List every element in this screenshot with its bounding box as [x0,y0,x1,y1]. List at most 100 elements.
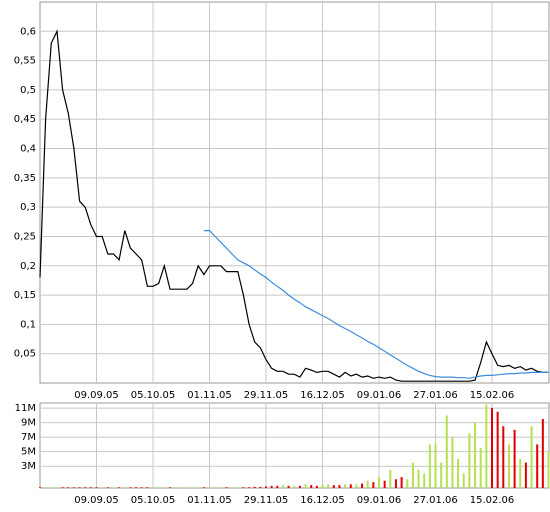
volume-bar [208,487,211,488]
volume-bar [536,444,539,488]
volume-bar [123,487,126,488]
y-tick-label: 9M [21,418,36,429]
volume-bar [479,448,482,488]
volume-bar [265,486,267,488]
x-tick-label: 16.12.05 [300,495,345,506]
volume-bar [135,487,138,488]
volume-bar [180,487,183,488]
volume-bar [106,487,109,488]
volume-bar [411,462,414,488]
volume-bar [78,487,81,488]
volume-bar [157,487,160,488]
x-tick-label: 16.12.05 [300,390,345,401]
volume-bar [389,469,392,488]
volume-bar [298,485,301,488]
volume-bar [457,458,460,488]
volume-bar [524,462,527,488]
volume-bar [95,487,98,488]
volume-bar [293,485,296,488]
volume-bar [174,487,177,488]
volume-bar [236,487,239,488]
x-tick-label: 29.11.05 [244,390,289,401]
volume-bar [491,408,493,488]
volume-bar [270,485,273,488]
volume-bar [361,483,364,488]
x-tick-label: 09.09.05 [74,495,119,506]
y-tick-label: 0,6 [20,26,36,37]
y-tick-label: 0,5 [20,85,36,96]
y-tick-label: 0,25 [14,231,36,242]
volume-bar [129,487,132,488]
x-tick-label: 05.10.05 [131,390,176,401]
volume-bar [378,477,380,488]
volume-bar [440,462,443,488]
price-line [39,29,549,382]
volume-bar [321,485,324,488]
volume-bar [332,485,335,488]
volume-bar [485,404,488,488]
volume-bar [462,473,465,488]
volume-bar [287,485,290,488]
y-tick-label: 0,45 [14,114,36,125]
y-tick-label: 0,1 [20,319,36,330]
y-tick-label: 0,05 [14,349,36,360]
x-tick-label: 29.11.05 [244,495,289,506]
volume-bar [253,486,256,488]
volume-bar [197,487,200,488]
volume-bar [406,479,409,488]
volume-bar [61,487,64,488]
volume-bar [140,487,143,488]
volume-bar [231,487,234,488]
volume-bar [428,444,431,488]
volume-bar [541,418,544,488]
volume-bar [496,411,499,488]
y-tick-label: 5M [21,447,36,458]
volume-bar [214,487,217,488]
volume-bar [118,487,121,488]
x-tick-label: 01.11.05 [187,495,232,506]
volume-bar [502,426,505,488]
x-tick-label: 09.09.05 [74,390,119,401]
volume-bar [67,487,70,488]
volume-bar [315,485,318,488]
y-tick-label: 0,15 [14,290,36,301]
volume-bar [168,487,171,488]
plot-area [39,402,550,489]
price-line [203,230,549,379]
volume-bar [55,487,58,488]
volume-bar [434,444,437,488]
volume-bar [547,451,550,488]
x-tick-label: 09.01.06 [357,390,402,401]
volume-bar [248,487,251,488]
volume-bar [146,487,149,488]
volume-bar [281,485,284,488]
y-tick-label: 7M [21,432,36,443]
volume-bar [152,487,154,488]
volume-bar [349,484,352,488]
x-tick-label: 09.01.06 [357,495,402,506]
volume-bar [400,477,403,488]
y-tick-label: 3M [21,461,36,472]
volume-bar [304,484,307,488]
volume-bar [513,429,516,488]
volume-bar [507,444,510,488]
y-tick-label: 0,4 [20,144,36,155]
volume-bar [242,487,245,488]
volume-bar [327,484,330,488]
volume-bar [474,422,477,488]
volume-bar [225,487,228,488]
volume-bar [44,487,47,488]
volume-bar [163,487,166,488]
volume-bar [112,487,115,488]
volume-bar [72,487,75,488]
y-tick-label: 0,2 [20,261,36,272]
y-tick-label: 0,55 [14,56,36,67]
y-tick-label: 11M [15,403,36,414]
volume-bar [423,473,426,488]
volume-bar [344,484,347,488]
volume-bar [366,480,369,488]
x-tick-label: 27.01.06 [413,495,458,506]
volume-bar [276,485,279,488]
volume-bar [259,486,262,488]
volume-bar [383,480,386,488]
